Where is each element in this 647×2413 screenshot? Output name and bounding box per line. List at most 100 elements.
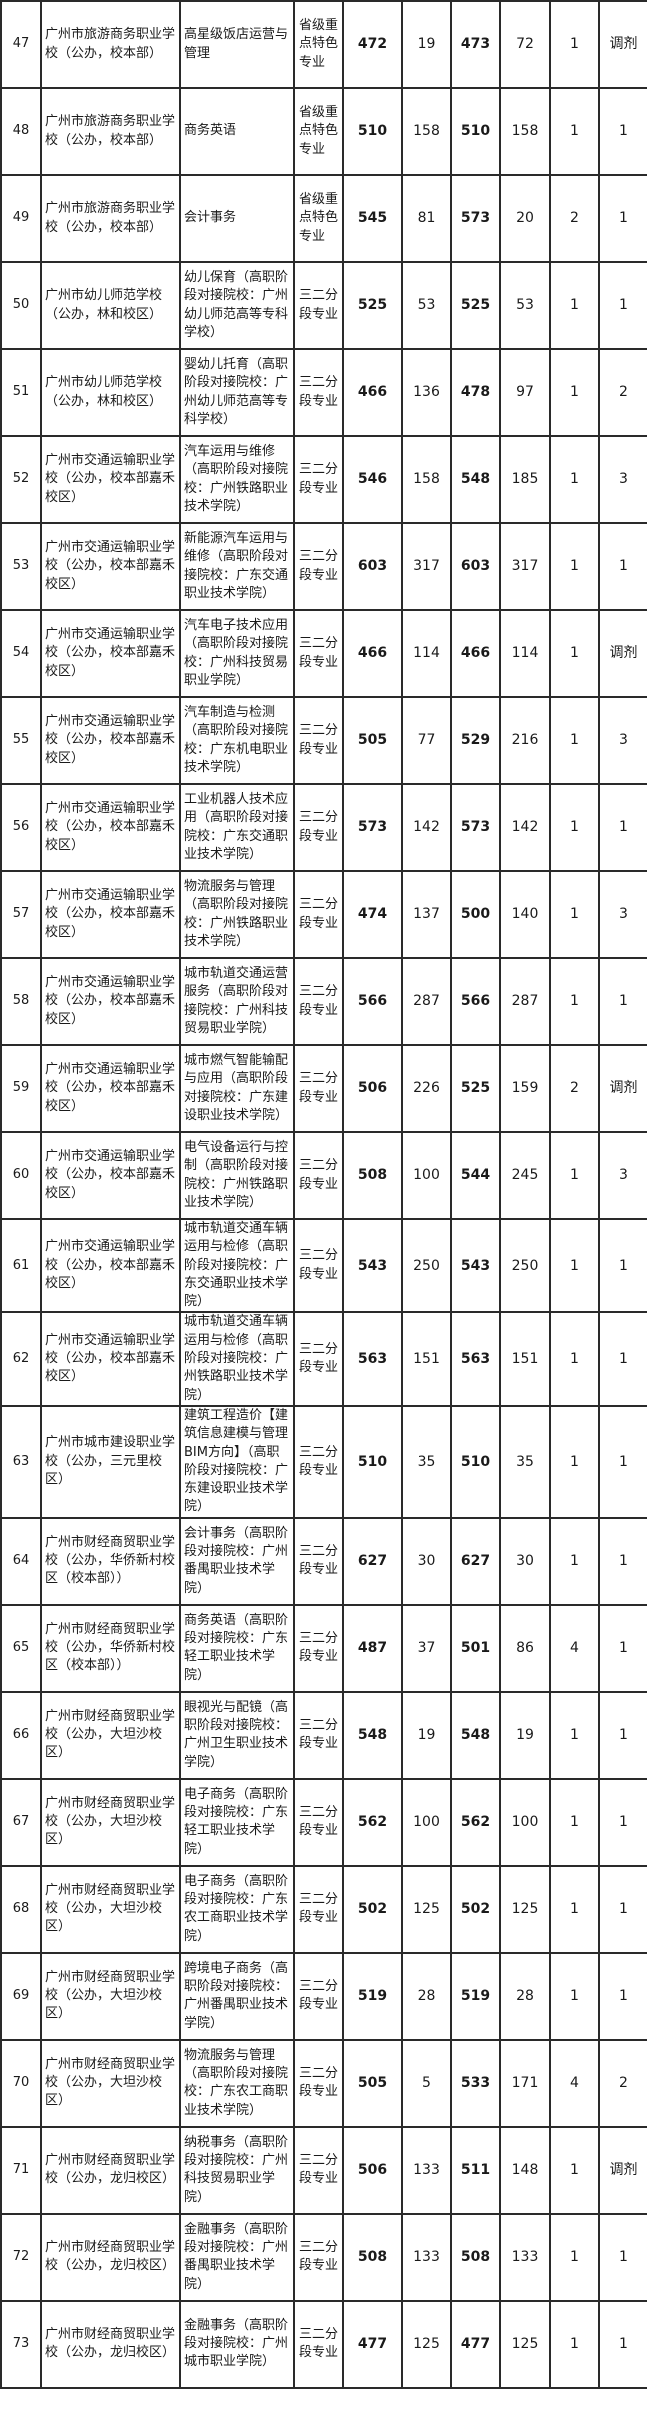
count-2-cell: 1: [598, 1951, 647, 2041]
major-name-cell: 纳税事务（高职阶段对接院校：广州科技贸易职业学院）: [179, 2125, 295, 2215]
min-score-2-cell: 525: [450, 261, 501, 350]
rank-2-cell: 19: [499, 1690, 551, 1780]
count-2-cell: 1: [598, 261, 647, 350]
table-row: 70 广州市财经商贸职业学校（公办，大坦沙校区） 物流服务与管理（高职阶段对接院校：…: [0, 2038, 647, 2128]
school-name-cell: 广州市城市建设职业学校（公办，三元里校区）: [40, 1404, 181, 1519]
count-2-cell: 调剂: [598, 1044, 647, 1133]
table-row: 47 广州市旅游商务职业学校（公办，校本部） 高星级饭店运营与管理 省级重点特色专业 4…: [0, 0, 647, 89]
school-name-cell: 广州市交通运输职业学校（公办，校本部嘉禾校区）: [40, 1217, 181, 1314]
count-2-cell: 1: [598, 2299, 647, 2389]
table-row: 50 广州市幼儿师范学校（公办，林和校区） 幼儿保育（高职阶段对接院校：广州幼儿师范…: [0, 261, 647, 350]
min-score-2-cell: 510: [450, 87, 501, 176]
rank-1-cell: 287: [401, 957, 452, 1046]
count-2-cell: 1: [598, 1516, 647, 1606]
rank-2-cell: 30: [499, 1516, 551, 1606]
table-row: 71 广州市财经商贸职业学校（公办，龙归校区） 纳税事务（高职阶段对接院校：广州科技…: [0, 2125, 647, 2215]
count-2-cell: 1: [598, 1311, 647, 1407]
min-score-1-cell: 505: [342, 2038, 403, 2128]
rank-1-cell: 5: [401, 2038, 452, 2128]
table-row: 54 广州市交通运输职业学校（公办，校本部嘉禾校区） 汽车电子技术应用（高职阶段对接…: [0, 609, 647, 698]
count-1-cell: 1: [549, 957, 600, 1046]
count-1-cell: 4: [549, 1603, 600, 1693]
count-2-cell: 1: [598, 174, 647, 263]
major-type-cell: 三二分段专业: [293, 1217, 344, 1314]
rank-1-cell: 53: [401, 261, 452, 350]
rank-2-cell: 250: [499, 1217, 551, 1314]
rank-1-cell: 30: [401, 1516, 452, 1606]
school-name-cell: 广州市交通运输职业学校（公办，校本部嘉禾校区）: [40, 1311, 181, 1407]
table-row: 72 广州市财经商贸职业学校（公办，龙归校区） 金融事务（高职阶段对接院校：广州番禺…: [0, 2212, 647, 2302]
major-type-cell: 三二分段专业: [293, 957, 344, 1046]
rank-1-cell: 136: [401, 348, 452, 437]
count-1-cell: 1: [549, 1690, 600, 1780]
table-row: 57 广州市交通运输职业学校（公办，校本部嘉禾校区） 物流服务与管理（高职阶段对接院…: [0, 870, 647, 959]
table-row: 55 广州市交通运输职业学校（公办，校本部嘉禾校区） 汽车制造与检测（高职阶段对接院…: [0, 696, 647, 785]
min-score-2-cell: 573: [450, 783, 501, 872]
table-row: 64 广州市财经商贸职业学校（公办，华侨新村校区（校本部）） 会计事务（高职阶段对接…: [0, 1516, 647, 1606]
count-2-cell: 1: [598, 1603, 647, 1693]
rank-2-cell: 287: [499, 957, 551, 1046]
major-name-cell: 工业机器人技术应用（高职阶段对接院校：广东交通职业技术学院）: [179, 783, 295, 872]
count-1-cell: 2: [549, 1044, 600, 1133]
min-score-2-cell: 548: [450, 435, 501, 524]
min-score-1-cell: 543: [342, 1217, 403, 1314]
row-number-cell: 61: [0, 1217, 42, 1314]
count-1-cell: 1: [549, 1217, 600, 1314]
rank-1-cell: 77: [401, 696, 452, 785]
school-name-cell: 广州市旅游商务职业学校（公办，校本部）: [40, 174, 181, 263]
rank-1-cell: 19: [401, 0, 452, 89]
major-name-cell: 城市轨道交通运营服务（高职阶段对接院校：广州科技贸易职业学院）: [179, 957, 295, 1046]
major-name-cell: 高星级饭店运营与管理: [179, 0, 295, 89]
rank-1-cell: 158: [401, 435, 452, 524]
major-name-cell: 汽车运用与维修（高职阶段对接院校：广州铁路职业技术学院）: [179, 435, 295, 524]
table-row: 66 广州市财经商贸职业学校（公办，大坦沙校区） 眼视光与配镜（高职阶段对接院校：广…: [0, 1690, 647, 1780]
min-score-2-cell: 603: [450, 522, 501, 611]
table-row: 56 广州市交通运输职业学校（公办，校本部嘉禾校区） 工业机器人技术应用（高职阶段对…: [0, 783, 647, 872]
row-number-cell: 63: [0, 1404, 42, 1519]
rank-2-cell: 125: [499, 1864, 551, 1954]
min-score-1-cell: 508: [342, 1131, 403, 1220]
school-name-cell: 广州市交通运输职业学校（公办，校本部嘉禾校区）: [40, 522, 181, 611]
rank-2-cell: 171: [499, 2038, 551, 2128]
major-type-cell: 省级重点特色专业: [293, 87, 344, 176]
table-row: 65 广州市财经商贸职业学校（公办，华侨新村校区（校本部）） 商务英语（高职阶段对接…: [0, 1603, 647, 1693]
count-1-cell: 1: [549, 348, 600, 437]
school-name-cell: 广州市财经商贸职业学校（公办，大坦沙校区）: [40, 1864, 181, 1954]
count-2-cell: 1: [598, 957, 647, 1046]
major-type-cell: 三二分段专业: [293, 696, 344, 785]
min-score-1-cell: 502: [342, 1864, 403, 1954]
school-name-cell: 广州市交通运输职业学校（公办，校本部嘉禾校区）: [40, 1131, 181, 1220]
min-score-1-cell: 506: [342, 2125, 403, 2215]
min-score-2-cell: 510: [450, 1404, 501, 1519]
rank-2-cell: 72: [499, 0, 551, 89]
major-name-cell: 建筑工程造价【建筑信息建模与管理BIM方向】（高职阶段对接院校：广东建设职业技术…: [179, 1404, 295, 1519]
row-number-cell: 49: [0, 174, 42, 263]
major-type-cell: 三二分段专业: [293, 435, 344, 524]
major-name-cell: 城市轨道交通车辆运用与检修（高职阶段对接院校：广东交通职业技术学院）: [179, 1217, 295, 1314]
min-score-1-cell: 566: [342, 957, 403, 1046]
min-score-1-cell: 525: [342, 261, 403, 350]
school-name-cell: 广州市交通运输职业学校（公办，校本部嘉禾校区）: [40, 783, 181, 872]
row-number-cell: 72: [0, 2212, 42, 2302]
min-score-2-cell: 466: [450, 609, 501, 698]
rank-1-cell: 37: [401, 1603, 452, 1693]
row-number-cell: 48: [0, 87, 42, 176]
major-name-cell: 城市燃气智能输配与应用（高职阶段对接院校：广东建设职业技术学院）: [179, 1044, 295, 1133]
major-name-cell: 金融事务（高职阶段对接院校：广州番禺职业技术学院）: [179, 2212, 295, 2302]
rank-1-cell: 81: [401, 174, 452, 263]
rank-1-cell: 142: [401, 783, 452, 872]
count-2-cell: 3: [598, 870, 647, 959]
major-name-cell: 物流服务与管理（高职阶段对接院校：广州铁路职业技术学院）: [179, 870, 295, 959]
table-row: 73 广州市财经商贸职业学校（公办，龙归校区） 金融事务（高职阶段对接院校：广州城市…: [0, 2299, 647, 2389]
rank-2-cell: 142: [499, 783, 551, 872]
major-name-cell: 会计事务: [179, 174, 295, 263]
min-score-1-cell: 508: [342, 2212, 403, 2302]
min-score-2-cell: 478: [450, 348, 501, 437]
major-type-cell: 省级重点特色专业: [293, 174, 344, 263]
school-name-cell: 广州市交通运输职业学校（公办，校本部嘉禾校区）: [40, 435, 181, 524]
major-name-cell: 汽车制造与检测（高职阶段对接院校：广东机电职业技术学院）: [179, 696, 295, 785]
major-type-cell: 三二分段专业: [293, 1690, 344, 1780]
school-name-cell: 广州市财经商贸职业学校（公办，大坦沙校区）: [40, 1690, 181, 1780]
row-number-cell: 66: [0, 1690, 42, 1780]
